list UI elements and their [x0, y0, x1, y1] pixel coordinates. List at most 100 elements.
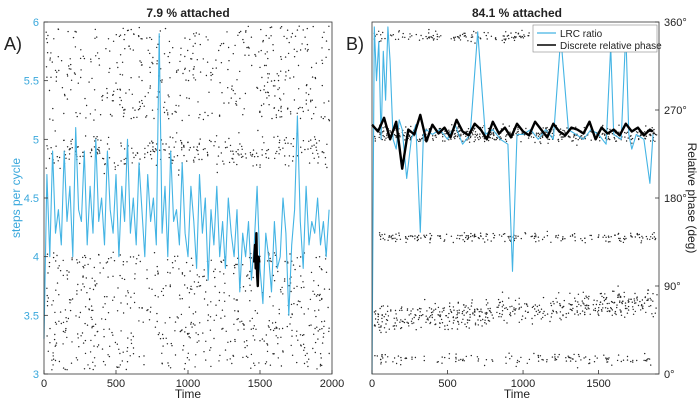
- phase-dot: [617, 232, 620, 235]
- phase-dot: [261, 136, 264, 138]
- phase-dot: [381, 354, 383, 356]
- phase-dot: [419, 138, 421, 141]
- phase-dot: [190, 321, 192, 324]
- phase-dot: [598, 307, 600, 309]
- phase-dot: [215, 67, 217, 69]
- phase-dot: [606, 361, 608, 363]
- phase-dot: [438, 36, 440, 38]
- phase-dot: [202, 275, 204, 278]
- phase-dot: [145, 116, 147, 118]
- phase-dot: [546, 235, 549, 237]
- phase-dot: [147, 309, 149, 311]
- phase-dot: [167, 114, 169, 116]
- phase-dot: [205, 291, 207, 293]
- phase-dot: [251, 64, 253, 67]
- phase-dot: [636, 296, 638, 298]
- phase-dot: [292, 264, 295, 266]
- phase-dot: [587, 298, 590, 300]
- phase-dot: [649, 140, 652, 142]
- phase-dot: [376, 355, 378, 357]
- phase-dot: [323, 288, 326, 290]
- phase-dot: [86, 324, 89, 326]
- phase-dot: [516, 361, 518, 364]
- phase-dot: [456, 316, 459, 319]
- phase-dot: [442, 140, 444, 142]
- phase-dot: [209, 349, 211, 351]
- phase-dot: [138, 307, 140, 309]
- phase-dot: [126, 261, 128, 263]
- phase-dot: [636, 359, 638, 362]
- phase-dot: [646, 360, 648, 362]
- panel-b-xlabel: Time: [504, 387, 531, 401]
- phase-dot: [99, 114, 102, 116]
- phase-dot: [92, 368, 94, 371]
- phase-dot: [251, 317, 253, 320]
- phase-dot: [322, 117, 324, 120]
- phase-dot: [473, 30, 475, 33]
- phase-dot: [606, 310, 608, 313]
- phase-dot: [107, 258, 110, 260]
- phase-dot: [487, 308, 489, 310]
- phase-dot: [199, 113, 201, 116]
- phase-dot: [245, 157, 247, 159]
- phase-dot: [72, 36, 75, 39]
- phase-dot: [612, 290, 614, 292]
- phase-dot: [102, 306, 104, 308]
- phase-dot: [514, 309, 516, 311]
- phase-dot: [45, 31, 47, 33]
- phase-dot: [538, 240, 540, 242]
- phase-dot: [112, 40, 115, 42]
- phase-dot: [129, 48, 131, 50]
- phase-dot: [470, 40, 472, 43]
- phase-dot: [153, 151, 156, 153]
- phase-dot: [576, 311, 578, 313]
- phase-dot: [383, 136, 385, 138]
- phase-dot: [219, 271, 221, 273]
- phase-dot: [486, 38, 488, 40]
- phase-dot: [205, 74, 208, 77]
- phase-dot: [454, 137, 456, 140]
- phase-dot: [60, 60, 63, 62]
- phase-dot: [531, 306, 534, 309]
- phase-dot: [392, 325, 394, 327]
- phase-dot: [321, 36, 324, 39]
- phase-dot: [281, 286, 283, 289]
- phase-dot: [194, 42, 196, 45]
- phase-dot: [259, 166, 261, 168]
- phase-dot: [102, 158, 105, 160]
- phase-dot: [381, 234, 383, 236]
- phase-dot: [603, 234, 606, 237]
- phase-dot: [464, 323, 466, 325]
- phase-dot: [119, 274, 121, 277]
- phase-dot: [52, 355, 54, 357]
- phase-dot: [119, 254, 122, 256]
- phase-dot: [202, 58, 204, 60]
- phase-dot: [235, 263, 237, 266]
- phase-dot: [252, 149, 255, 151]
- phase-dot: [227, 341, 229, 343]
- phase-dot: [184, 284, 186, 286]
- phase-dot: [214, 268, 216, 270]
- phase-dot: [254, 339, 256, 341]
- phase-dot: [203, 275, 205, 277]
- phase-dot: [603, 354, 605, 356]
- phase-dot: [515, 235, 517, 237]
- phase-dot: [112, 100, 115, 102]
- phase-line-1: [371, 113, 654, 170]
- phase-dot: [645, 125, 647, 127]
- phase-dot: [606, 302, 608, 305]
- phase-dot: [512, 310, 514, 313]
- phase-dot: [236, 318, 238, 321]
- phase-dot: [515, 36, 517, 38]
- phase-dot: [301, 107, 303, 109]
- phase-dot: [652, 293, 654, 295]
- phase-dot: [609, 241, 611, 243]
- phase-dot: [299, 49, 302, 51]
- phase-dot: [469, 316, 471, 318]
- phase-dot: [311, 76, 314, 78]
- phase-dot: [242, 264, 244, 266]
- phase-dot: [132, 347, 135, 349]
- phase-dot: [408, 325, 410, 327]
- phase-dot: [400, 356, 402, 359]
- phase-dot: [325, 271, 328, 273]
